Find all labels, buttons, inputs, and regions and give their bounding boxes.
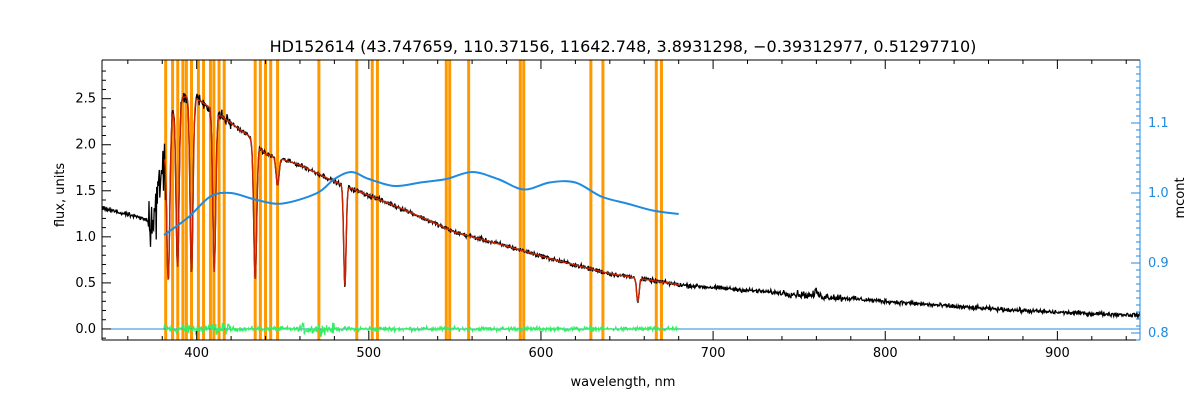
y-tick-label: 1.0 — [75, 230, 96, 245]
chart-title: HD152614 (43.747659, 110.37156, 11642.74… — [270, 37, 977, 56]
x-tick-label: 900 — [1045, 346, 1070, 361]
axis-ticks: 400 500 600 700 800 900 0.0 0.5 1.0 1.5 2.0 2.5 0.8 0… — [75, 60, 1169, 361]
y-right-tick-label: 0.8 — [1148, 326, 1169, 341]
x-tick-label: 500 — [356, 346, 381, 361]
y-tick-label: 1.5 — [75, 184, 96, 199]
x-tick-label: 800 — [873, 346, 898, 361]
model-spectrum-series — [163, 95, 679, 304]
x-tick-label: 700 — [701, 346, 726, 361]
x-tick-label: 400 — [184, 346, 209, 361]
model-line — [163, 95, 679, 304]
y-right-tick-label: 1.1 — [1148, 116, 1169, 131]
y-tick-label: 2.5 — [75, 92, 96, 107]
y-tick-label: 0.5 — [75, 276, 96, 291]
y-tick-label: 2.0 — [75, 138, 96, 153]
x-axis-label: wavelength, nm — [571, 375, 676, 390]
residual-line — [163, 322, 679, 337]
y-axis-label: flux, units — [53, 163, 68, 228]
mask-lines — [164, 60, 663, 340]
continuum-line — [163, 170, 679, 236]
continuum-series — [163, 170, 679, 236]
residual-series — [163, 322, 679, 337]
y-axis-right-label: mcont — [1173, 177, 1188, 218]
x-tick-label: 600 — [529, 346, 554, 361]
y-tick-label: 0.0 — [75, 322, 96, 337]
y-right-tick-label: 1.0 — [1148, 186, 1169, 201]
y-right-tick-label: 0.9 — [1148, 256, 1169, 271]
